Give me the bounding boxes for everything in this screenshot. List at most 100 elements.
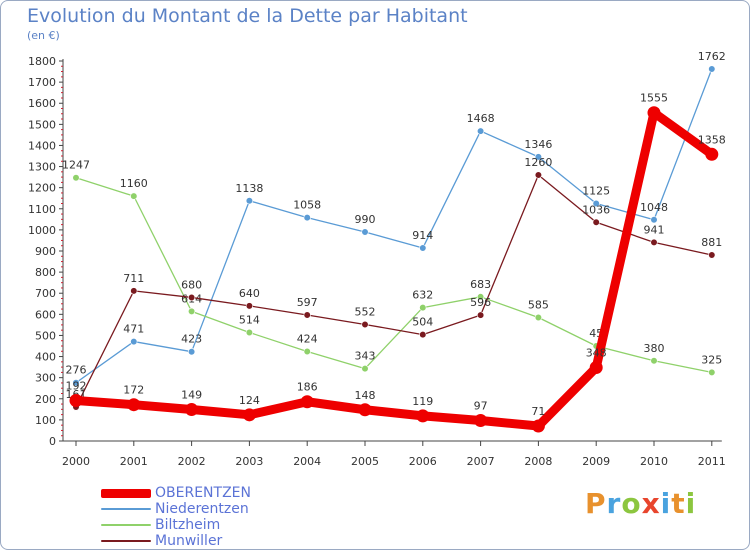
data-label-oberentzen: 149 [181, 389, 202, 402]
series-line-biltzheim [75, 177, 713, 374]
legend-swatch [101, 488, 151, 498]
legend-item: Munwiller [101, 533, 251, 549]
data-point-oberentzen [705, 147, 719, 161]
data-point-oberentzen [127, 398, 141, 412]
data-point-niederentzen [708, 65, 716, 73]
data-label-munwiller: 711 [123, 272, 144, 285]
x-tick-label: 2006 [409, 455, 437, 468]
chart-legend: OBERENTZEN Niederentzen Biltzheim Munwiller [101, 485, 251, 549]
logo-letter: x [641, 487, 661, 520]
data-label-biltzheim: 1247 [62, 159, 90, 172]
data-label-oberentzen: 148 [355, 389, 376, 402]
y-tick-label: 1300 [28, 161, 56, 174]
data-label-biltzheim: 424 [297, 332, 318, 345]
proxiti-logo: Proxiti [585, 487, 696, 520]
x-tick-label: 2007 [467, 455, 495, 468]
data-point-munwiller [708, 251, 716, 259]
data-point-biltzheim [708, 368, 716, 376]
y-tick-label: 1500 [28, 118, 56, 131]
data-point-niederentzen [188, 348, 196, 356]
data-point-biltzheim [650, 357, 658, 365]
x-tick-label: 2002 [178, 455, 206, 468]
data-label-oberentzen: 71 [531, 405, 545, 418]
data-label-niederentzen: 1762 [698, 50, 726, 63]
y-tick-label: 1200 [28, 182, 56, 195]
data-point-munwiller [650, 238, 658, 246]
data-point-munwiller [303, 311, 311, 319]
chart-title: Evolution du Montant de la Dette par Hab… [27, 5, 468, 27]
data-label-biltzheim: 683 [470, 278, 491, 291]
data-label-munwiller: 881 [701, 236, 722, 249]
data-label-biltzheim: 632 [412, 289, 433, 302]
x-tick-label: 2010 [640, 455, 668, 468]
x-tick-label: 2009 [582, 455, 610, 468]
legend-label: Biltzheim [155, 517, 221, 533]
data-point-biltzheim [130, 192, 138, 200]
legend-swatch [101, 508, 151, 510]
x-tick-label: 2003 [235, 455, 263, 468]
y-tick-label: 1100 [28, 203, 56, 216]
data-point-biltzheim [534, 313, 543, 322]
data-point-oberentzen [300, 395, 314, 409]
logo-letter: t [671, 487, 686, 520]
data-point-niederentzen [419, 244, 427, 252]
x-tick-label: 2011 [698, 455, 726, 468]
data-label-oberentzen: 1555 [640, 92, 668, 105]
data-point-biltzheim [419, 303, 427, 312]
y-tick-label: 1700 [28, 76, 56, 89]
data-label-niederentzen: 1138 [235, 182, 263, 195]
y-tick-label: 700 [35, 287, 56, 300]
y-tick-label: 800 [35, 266, 56, 279]
data-label-munwiller: 1260 [524, 156, 552, 169]
legend-label: OBERENTZEN [155, 485, 251, 501]
data-label-oberentzen: 192 [66, 379, 87, 392]
y-tick-label: 500 [35, 329, 56, 342]
legend-item: OBERENTZEN [101, 485, 251, 501]
data-label-munwiller: 1036 [582, 203, 610, 216]
y-tick-label: 1600 [28, 97, 56, 110]
data-point-oberentzen [358, 403, 372, 417]
logo-letter: r [606, 487, 622, 520]
y-tick-label: 100 [35, 414, 56, 427]
data-point-biltzheim [72, 174, 80, 182]
data-point-niederentzen [592, 199, 600, 208]
legend-swatch [101, 540, 151, 542]
data-point-munwiller [477, 311, 485, 319]
data-point-munwiller [534, 171, 543, 179]
series-line-oberentzen [71, 108, 717, 431]
data-point-oberentzen [242, 408, 256, 422]
data-point-oberentzen [474, 414, 488, 428]
data-point-oberentzen [531, 419, 545, 433]
data-label-munwiller: 597 [297, 296, 318, 309]
y-tick-label: 900 [35, 245, 56, 258]
legend-item: Biltzheim [101, 517, 251, 533]
data-label-munwiller: 552 [355, 305, 376, 318]
data-label-oberentzen: 119 [412, 395, 433, 408]
data-point-niederentzen [361, 228, 369, 236]
data-label-munwiller: 941 [644, 223, 665, 236]
data-label-niederentzen: 1346 [524, 138, 552, 151]
data-point-biltzheim [245, 328, 253, 337]
y-tick-label: 0 [49, 435, 56, 448]
x-tick-label: 2005 [351, 455, 379, 468]
y-tick-label: 400 [35, 351, 56, 364]
logo-letter: o [621, 487, 642, 520]
data-point-munwiller [130, 287, 138, 295]
data-label-munwiller: 596 [470, 296, 491, 309]
data-label-niederentzen: 990 [355, 213, 376, 226]
data-label-niederentzen: 1058 [293, 199, 321, 212]
data-point-munwiller [419, 331, 427, 339]
legend-item: Niederentzen [101, 501, 251, 517]
data-label-oberentzen: 186 [297, 381, 318, 394]
data-label-oberentzen: 348 [586, 347, 607, 360]
data-label-munwiller: 640 [239, 287, 260, 300]
data-point-niederentzen [650, 216, 658, 224]
y-tick-label: 300 [35, 372, 56, 385]
data-label-niederentzen: 423 [181, 333, 202, 346]
data-label-oberentzen: 124 [239, 394, 260, 407]
data-point-biltzheim [361, 364, 369, 373]
data-label-niederentzen: 914 [412, 229, 433, 242]
x-tick-label: 2000 [62, 455, 90, 468]
legend-label: Niederentzen [155, 501, 249, 517]
